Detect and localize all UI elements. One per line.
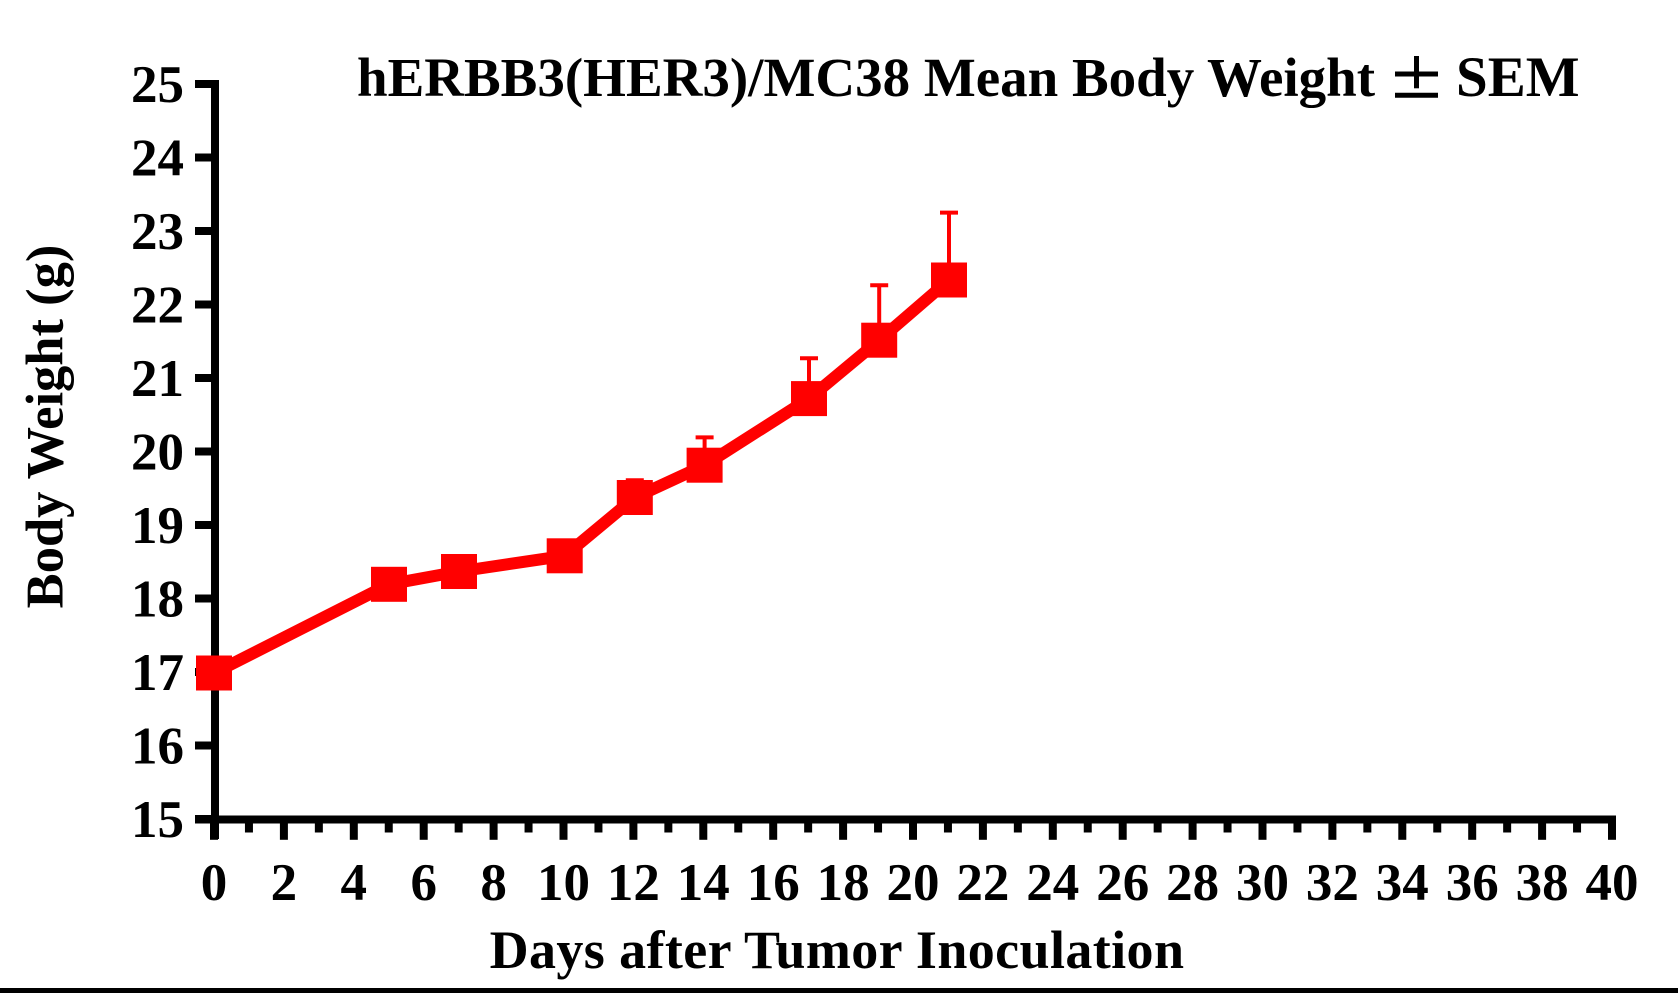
svg-text:8: 8: [480, 854, 507, 912]
svg-text:19: 19: [131, 497, 184, 555]
svg-text:16: 16: [747, 854, 800, 912]
svg-text:16: 16: [131, 718, 184, 776]
svg-text:20: 20: [887, 854, 940, 912]
svg-text:30: 30: [1236, 854, 1289, 912]
svg-text:2: 2: [271, 854, 298, 912]
svg-text:24: 24: [1026, 854, 1079, 912]
svg-text:17: 17: [131, 644, 184, 702]
svg-text:14: 14: [677, 854, 730, 912]
svg-text:24: 24: [131, 130, 184, 188]
svg-text:32: 32: [1306, 854, 1359, 912]
svg-text:SEM: SEM: [1456, 46, 1580, 109]
svg-text:36: 36: [1446, 854, 1499, 912]
svg-text:Days after Tumor Inoculation: Days after Tumor Inoculation: [490, 920, 1185, 980]
svg-text:22: 22: [956, 854, 1009, 912]
svg-text:28: 28: [1166, 854, 1219, 912]
svg-text:6: 6: [410, 854, 437, 912]
svg-text:21: 21: [131, 350, 184, 408]
svg-text:26: 26: [1096, 854, 1149, 912]
svg-text:18: 18: [131, 571, 184, 629]
svg-text:15: 15: [131, 791, 184, 849]
svg-text:4: 4: [341, 854, 368, 912]
svg-text:12: 12: [607, 854, 660, 912]
svg-text:0: 0: [201, 854, 228, 912]
svg-text:18: 18: [817, 854, 870, 912]
svg-text:23: 23: [131, 203, 184, 261]
svg-text:22: 22: [131, 277, 184, 335]
svg-text:Body Weight (g): Body Weight (g): [17, 245, 75, 609]
svg-text:20: 20: [131, 424, 184, 482]
svg-text:40: 40: [1586, 854, 1639, 912]
svg-text:hERBB3(HER3)/MC38 Mean Body We: hERBB3(HER3)/MC38 Mean Body Weight: [357, 47, 1376, 108]
svg-text:34: 34: [1376, 854, 1429, 912]
svg-text:10: 10: [537, 854, 590, 912]
svg-text:38: 38: [1516, 854, 1569, 912]
svg-text:25: 25: [131, 56, 184, 114]
